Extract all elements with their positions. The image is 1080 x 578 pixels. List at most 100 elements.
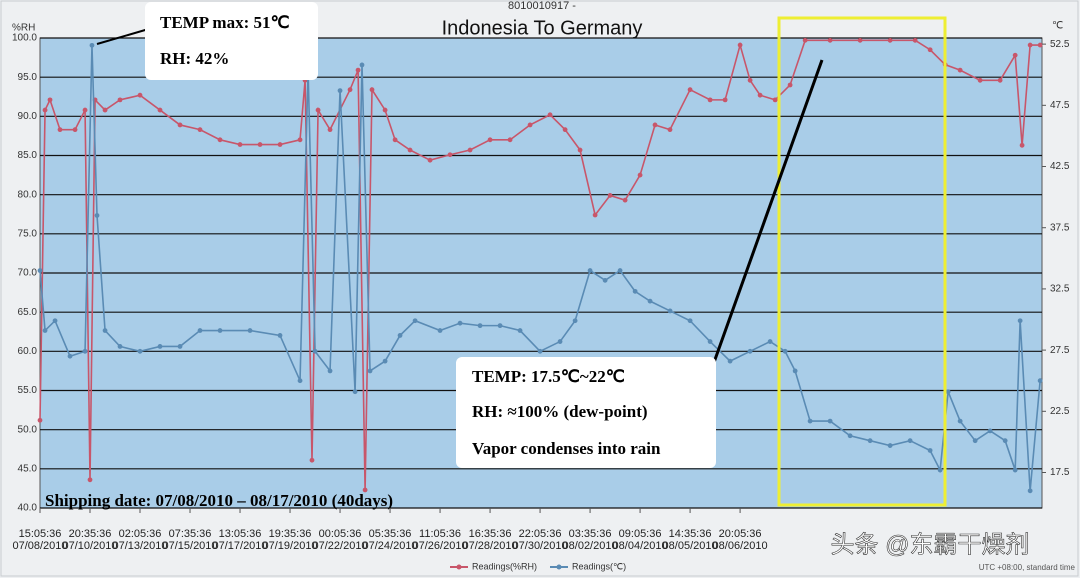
point bbox=[617, 268, 623, 273]
x-tick-label: 19:35:36 07/19/2010 bbox=[262, 528, 318, 552]
y2-tick-label: 17.5 bbox=[1050, 467, 1070, 478]
point bbox=[1037, 42, 1043, 48]
point bbox=[1019, 142, 1025, 148]
point bbox=[687, 318, 693, 324]
point bbox=[1027, 42, 1033, 48]
point bbox=[577, 147, 583, 153]
annotation: Shipping date: 07/08/2010 – 08/17/2010 (… bbox=[45, 491, 393, 510]
point bbox=[197, 127, 203, 133]
point bbox=[782, 348, 788, 354]
pointer bbox=[96, 27, 153, 45]
point bbox=[977, 77, 983, 83]
point bbox=[72, 127, 78, 133]
highlight-box bbox=[777, 16, 947, 507]
point bbox=[912, 37, 918, 43]
y-tick-label: 80.0 bbox=[18, 189, 38, 200]
annotation: RH: 42% bbox=[160, 49, 229, 68]
legend-marker bbox=[556, 564, 562, 570]
point bbox=[652, 122, 658, 128]
point bbox=[707, 339, 713, 344]
point bbox=[369, 87, 375, 93]
point bbox=[277, 142, 283, 147]
point bbox=[382, 358, 388, 364]
point bbox=[767, 339, 773, 344]
point bbox=[592, 212, 598, 218]
point bbox=[637, 172, 643, 178]
point bbox=[337, 88, 343, 94]
point bbox=[927, 448, 933, 453]
point bbox=[82, 107, 88, 113]
point bbox=[382, 107, 388, 113]
y-tick-label: 45.0 bbox=[18, 463, 38, 474]
point bbox=[527, 122, 533, 128]
chart-title: Indonesia To Germany bbox=[442, 17, 643, 39]
point bbox=[197, 328, 203, 333]
pointer bbox=[710, 59, 824, 369]
point bbox=[52, 318, 58, 324]
subtitle: 8010010917 - bbox=[508, 0, 576, 12]
point bbox=[547, 112, 553, 118]
point bbox=[927, 47, 933, 53]
point bbox=[217, 137, 223, 143]
point bbox=[359, 62, 365, 68]
point bbox=[447, 152, 453, 158]
point bbox=[562, 127, 568, 133]
point bbox=[457, 320, 463, 326]
point bbox=[687, 87, 693, 93]
point bbox=[772, 97, 778, 103]
point bbox=[257, 142, 263, 147]
y-axis-label: %RH bbox=[12, 23, 35, 34]
point bbox=[137, 92, 143, 98]
point bbox=[297, 378, 303, 384]
point bbox=[42, 107, 48, 113]
point bbox=[847, 433, 853, 439]
point bbox=[867, 438, 873, 444]
legend-label: Readings(%RH) bbox=[472, 561, 537, 571]
point bbox=[177, 344, 183, 349]
point bbox=[315, 107, 321, 113]
point bbox=[397, 333, 403, 338]
y-tick-label: 65.0 bbox=[18, 307, 38, 318]
point bbox=[362, 487, 368, 493]
point bbox=[507, 137, 513, 143]
x-tick-label: 16:35:36 07/28/2010 bbox=[462, 528, 518, 552]
point bbox=[497, 323, 503, 329]
point bbox=[987, 428, 993, 434]
point bbox=[572, 318, 578, 324]
point bbox=[807, 418, 813, 424]
point bbox=[727, 358, 733, 364]
point bbox=[747, 348, 753, 354]
point bbox=[887, 443, 893, 448]
point bbox=[602, 277, 608, 283]
point bbox=[157, 107, 163, 113]
point bbox=[82, 348, 88, 354]
point bbox=[42, 328, 48, 333]
point bbox=[57, 127, 63, 133]
point bbox=[827, 418, 833, 424]
point bbox=[957, 67, 963, 73]
point bbox=[157, 344, 163, 349]
x-tick-label: 11:05:36 07/26/2010 bbox=[412, 528, 468, 552]
point bbox=[1027, 488, 1033, 494]
point bbox=[392, 137, 398, 143]
x-tick-label: 14:35:36 08/05/2010 bbox=[662, 528, 718, 552]
point bbox=[647, 298, 653, 304]
point bbox=[937, 467, 943, 473]
point bbox=[327, 368, 333, 374]
x-tick-label: 20:35:36 07/10/2010 bbox=[62, 528, 118, 552]
point bbox=[1002, 438, 1008, 444]
point bbox=[47, 97, 53, 103]
point bbox=[517, 328, 523, 333]
y-tick-label: 70.0 bbox=[18, 268, 38, 279]
point bbox=[102, 328, 108, 333]
y2-tick-label: 32.5 bbox=[1050, 284, 1070, 295]
x-tick-label: 20:05:36 08/06/2010 bbox=[712, 528, 768, 552]
watermark: 头条 @东霸干燥剂 bbox=[830, 531, 1029, 558]
x-tick-label: 03:35:36 08/02/2010 bbox=[562, 528, 618, 552]
point bbox=[622, 197, 628, 203]
y-tick-label: 75.0 bbox=[18, 228, 38, 239]
point bbox=[367, 368, 373, 374]
point bbox=[467, 147, 473, 153]
x-tick-label: 09:05:36 08/04/2010 bbox=[612, 528, 668, 552]
y-tick-label: 50.0 bbox=[18, 424, 38, 435]
